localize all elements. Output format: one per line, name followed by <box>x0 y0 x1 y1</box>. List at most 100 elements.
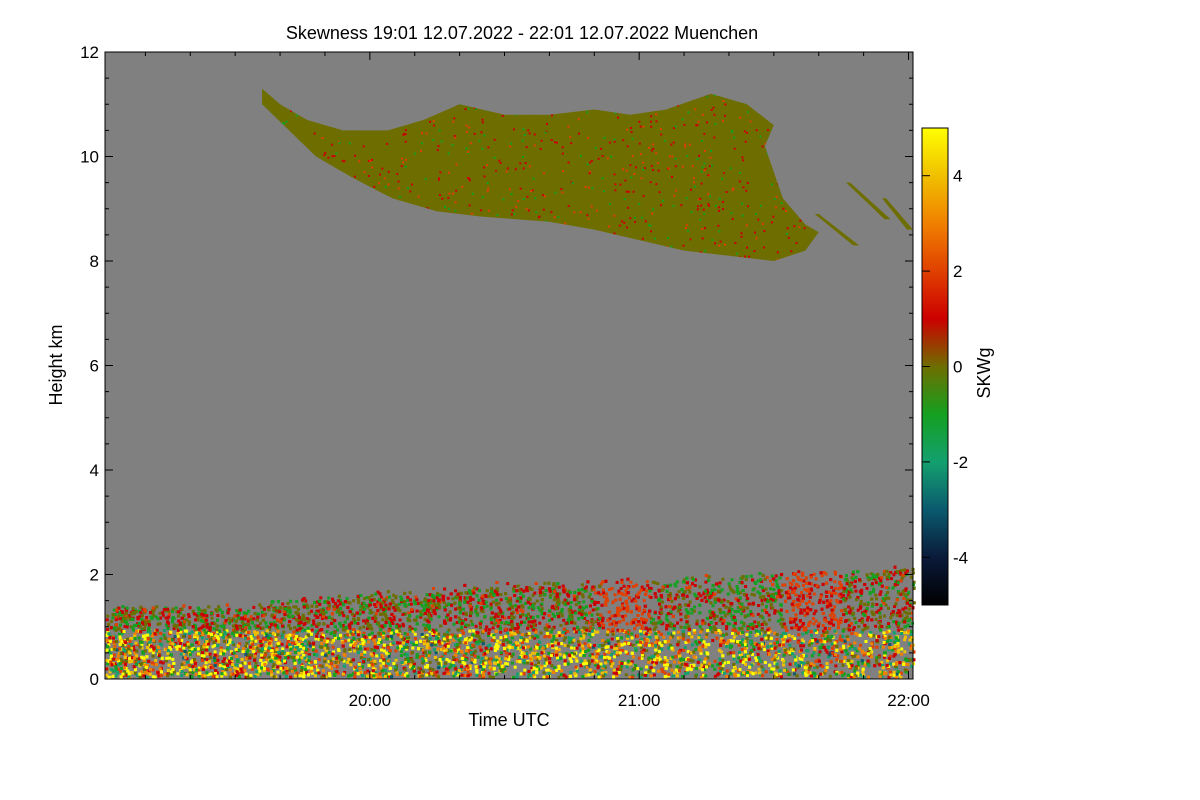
cirrus-pixel <box>655 132 658 135</box>
cirrus-pixel <box>671 155 674 158</box>
cirrus-pixel <box>721 177 723 180</box>
cirrus-pixel <box>461 125 464 128</box>
cirrus-pixel <box>373 185 376 188</box>
cirrus-pixel <box>701 139 703 142</box>
cirrus-pixel <box>555 141 558 144</box>
boundary-pixel <box>616 667 619 671</box>
boundary-pixel <box>422 623 426 627</box>
cirrus-pixel <box>718 209 720 212</box>
boundary-pixel <box>530 666 534 670</box>
cirrus-pixel <box>338 141 341 144</box>
cirrus-pixel <box>399 195 401 198</box>
cirrus-pixel <box>649 171 651 174</box>
cirrus-pixel <box>494 171 497 174</box>
cirrus-pixel <box>421 132 423 135</box>
cirrus-pixel <box>687 111 690 114</box>
cirrus-pixel <box>474 189 477 192</box>
cirrus-pixel <box>545 166 548 169</box>
boundary-pixel <box>115 663 119 667</box>
cirrus-pixel <box>572 132 575 135</box>
cirrus-pixel <box>737 173 740 176</box>
cirrus-pixel <box>699 251 702 254</box>
boundary-pixel <box>599 582 603 586</box>
cirrus-pixel <box>472 177 475 180</box>
cirrus-pixel <box>681 152 684 155</box>
cirrus-pixel <box>609 202 611 205</box>
cirrus-pixel <box>579 211 582 214</box>
cirrus-pixel <box>298 132 301 135</box>
cirrus-pixel <box>525 208 528 211</box>
cirrus-pixel <box>749 120 752 123</box>
cirrus-pixel <box>335 152 338 155</box>
boundary-pixel <box>826 603 830 607</box>
cirrus-pixel <box>724 114 726 117</box>
boundary-pixel <box>223 629 227 633</box>
cirrus-pixel <box>718 117 721 119</box>
cirrus-pixel <box>757 218 760 221</box>
cirrus-pixel <box>692 177 695 179</box>
cirrus-pixel <box>708 204 710 207</box>
boundary-pixel <box>151 651 155 655</box>
cirrus-pixel <box>528 165 531 168</box>
cirrus-pixel <box>452 192 455 195</box>
cirrus-pixel <box>571 181 574 184</box>
cirrus-pixel <box>614 111 617 114</box>
cirrus-pixel <box>739 116 742 119</box>
boundary-pixel <box>722 603 726 607</box>
cirrus-pixel <box>652 208 655 211</box>
boundary-pixel <box>522 661 526 665</box>
cirrus-pixel <box>701 228 704 231</box>
cirrus-pixel <box>487 209 490 212</box>
boundary-pixel <box>402 639 406 643</box>
cirrus-pixel <box>668 155 671 158</box>
boundary-pixel <box>774 651 778 655</box>
cirrus-pixel <box>745 143 748 146</box>
boundary-pixel <box>194 664 198 668</box>
cirrus-pixel <box>601 155 604 157</box>
cirrus-pixel <box>522 128 525 131</box>
cirrus-pixel <box>684 145 687 148</box>
cirrus-pixel <box>429 120 431 123</box>
cirrus-pixel <box>519 162 522 165</box>
cirrus-pixel <box>324 152 327 154</box>
cirrus-pixel <box>440 140 443 143</box>
boundary-pixel <box>293 626 297 630</box>
cirrus-pixel <box>382 147 385 150</box>
cirrus-pixel <box>467 107 470 110</box>
cirrus-pixel <box>691 165 694 168</box>
cirrus-pixel <box>534 197 537 200</box>
cirrus-pixel <box>553 216 556 219</box>
cirrus-pixel <box>675 189 678 192</box>
boundary-pixel <box>352 599 356 603</box>
cirrus-pixel <box>588 172 591 175</box>
boundary-pixel <box>272 620 276 624</box>
cirrus-pixel <box>465 124 468 127</box>
cirrus-pixel <box>687 229 689 232</box>
cirrus-pixel <box>765 252 768 255</box>
cirrus-pixel <box>775 221 778 224</box>
cirrus-pixel <box>511 209 514 212</box>
cirrus-pixel <box>526 195 529 198</box>
cirrus-wisp <box>846 182 891 220</box>
cirrus-pixel <box>731 217 734 220</box>
cirrus-pixel <box>613 140 616 143</box>
boundary-pixel <box>493 645 497 649</box>
cirrus-pixel <box>483 166 486 169</box>
cirrus-pixel <box>562 170 565 173</box>
cirrus-pixel <box>690 211 693 213</box>
cirrus-pixel <box>624 179 627 182</box>
cirrus-pixel <box>285 120 288 123</box>
cirrus-pixel <box>773 197 776 200</box>
boundary-pixel <box>855 649 859 653</box>
cirrus-pixel <box>694 215 697 218</box>
cirrus-pixel <box>343 160 346 163</box>
cirrus-pixel <box>439 171 442 174</box>
cirrus-pixel <box>447 207 450 210</box>
cirrus-pixel <box>587 122 589 125</box>
cirrus-pixel <box>606 157 609 160</box>
cirrus-pixel <box>383 177 386 180</box>
cirrus-pixel <box>714 122 717 125</box>
cirrus-pixel <box>706 95 709 98</box>
cirrus-pixel <box>353 175 356 178</box>
boundary-pixel <box>287 668 291 672</box>
